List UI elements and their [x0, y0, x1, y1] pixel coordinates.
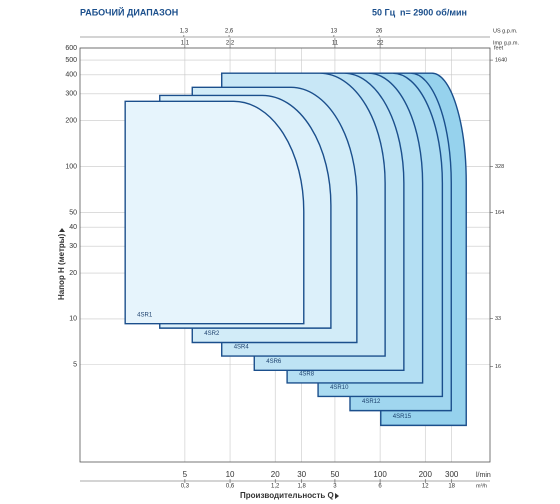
x-tick-label: 100: [373, 470, 387, 479]
y-arrow: [59, 228, 65, 232]
bottom-tick-label: 6: [378, 484, 382, 490]
bottom-tick-label: 3: [333, 484, 337, 490]
bottom-tick-label: 1,2: [271, 484, 280, 490]
top-tick-label: 11: [332, 41, 339, 47]
x-tick-label: 5: [183, 470, 188, 479]
speed: n= 2900 об/мин: [400, 7, 467, 17]
x-axis-label: Производительность Q: [240, 491, 334, 500]
top-tick-label: 1,1: [181, 41, 190, 47]
top-tick-label: 2,2: [226, 41, 235, 47]
top-tick-label: 2,6: [225, 29, 234, 35]
right-tick-label: 16: [495, 364, 501, 370]
region-label: 4SR12: [362, 399, 381, 405]
y-tick-label: 600: [65, 45, 77, 52]
y-tick-label: 300: [65, 91, 77, 98]
y-tick-label: 100: [65, 163, 77, 170]
top-tick-label: 26: [376, 29, 383, 35]
y-tick-label: 50: [69, 209, 77, 216]
region-label: 4SR10: [330, 385, 349, 391]
frequency: 50 Гц: [372, 7, 396, 17]
x-arrow: [335, 493, 339, 499]
bottom-tick-label: 18: [448, 484, 455, 490]
y-tick-label: 20: [69, 270, 77, 277]
x-tick-label: 200: [419, 470, 433, 479]
region-label: 4SR15: [393, 414, 412, 420]
bottom-tick-label: 1,8: [297, 484, 306, 490]
bottom-tick-label: 0,3: [181, 484, 190, 490]
right-tick-label: 328: [495, 164, 504, 170]
right-tick-label: 33: [495, 316, 501, 322]
x-tick-label: 30: [297, 470, 306, 479]
y-tick-label: 400: [65, 72, 77, 79]
y-tick-label: 200: [65, 118, 77, 125]
right-tick-label: 1640: [495, 58, 507, 64]
plot-frame: [79, 47, 491, 463]
y-tick-label: 30: [69, 243, 77, 250]
top-axis-unit: Imp g.p.m.: [493, 40, 519, 46]
region-label: 4SR6: [266, 359, 282, 365]
region-label: 4SR2: [204, 331, 220, 337]
region-label: 4SR1: [137, 312, 153, 318]
y-tick-label: 500: [65, 57, 77, 64]
x-tick-label: 10: [226, 470, 235, 479]
y-tick-label: 10: [69, 316, 77, 323]
chart-title: РАБОЧИЙ ДИАПАЗОН: [80, 6, 178, 17]
x-tick-label: 20: [271, 470, 280, 479]
y-axis-label: Напор Н (метры): [57, 233, 66, 300]
x-unit: l/min: [476, 472, 491, 479]
bottom-axis-unit: m³/h: [476, 483, 487, 489]
top-tick-label: 22: [377, 41, 384, 47]
right-axis-unit: feet: [494, 45, 504, 51]
x-tick-label: 300: [445, 470, 459, 479]
x-tick-label: 50: [330, 470, 339, 479]
y-tick-label: 40: [69, 224, 77, 231]
right-tick-label: 164: [495, 210, 504, 216]
top-tick-label: 1,3: [180, 29, 189, 35]
bottom-tick-label: 12: [422, 484, 429, 490]
top-axis-unit: US g.p.m.: [493, 28, 518, 34]
region-label: 4SR4: [234, 345, 250, 351]
bottom-tick-label: 0,6: [226, 484, 235, 490]
range-region: [124, 100, 305, 325]
top-tick-label: 13: [331, 29, 338, 35]
y-tick-label: 5: [73, 362, 77, 369]
region-label: 4SR8: [299, 371, 315, 377]
